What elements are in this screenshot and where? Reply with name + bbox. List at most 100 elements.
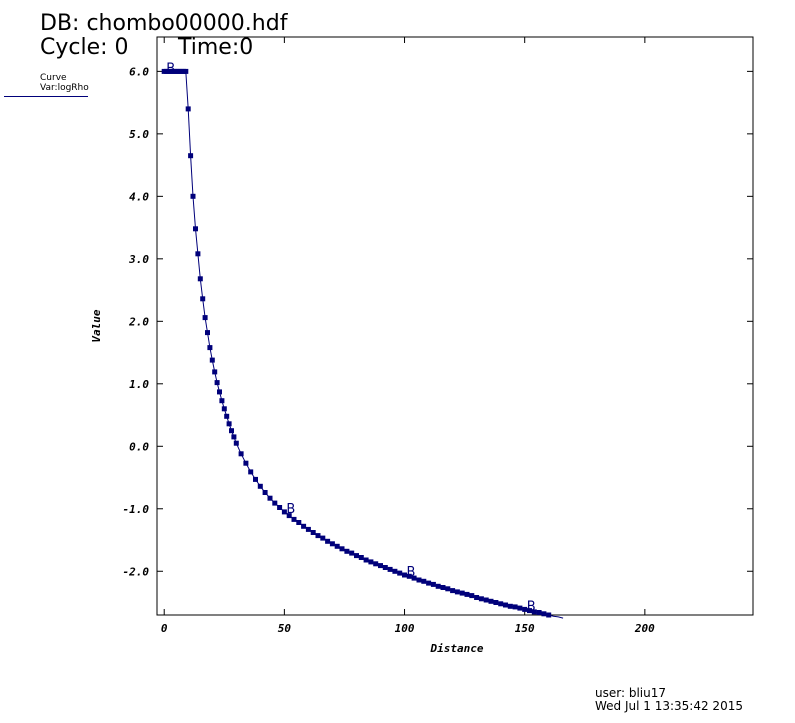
data-point [231,434,237,440]
data-point [469,593,475,599]
data-point [257,483,263,489]
data-point [202,315,208,321]
axes: 0 50 100 150 200 -2.0 -1.0 0.0 1.0 2.0 3.0 4.0 5.0 6.… [123,37,753,635]
data-point [373,561,379,567]
data-point [217,389,222,395]
data-point [320,535,326,541]
data-point [483,597,489,603]
series-layer: B B B B [161,61,564,619]
data-point [546,612,552,618]
x-axis-title: Distance [430,642,484,655]
cycle-label: Cycle: [40,35,108,60]
data-point [221,406,227,412]
data-point [188,153,194,159]
curve-marker-label: B [527,599,536,614]
data-point [277,505,283,510]
data-point [195,251,201,257]
y-tick-label: 1.0 [129,378,149,391]
data-point [445,586,451,592]
data-point [190,193,196,199]
x-tick-label: 50 [278,622,292,635]
data-point [363,557,369,563]
data-point [474,595,480,600]
data-point [517,605,523,611]
x-tick-label: 0 [161,622,168,635]
data-point [339,546,345,552]
data-point [426,580,432,586]
data-point [305,526,311,532]
timestamp: Wed Jul 1 13:35:42 2015 [595,699,743,713]
cycle-readout: Cycle: 0 [40,36,129,60]
data-point [344,548,350,554]
data-point [541,611,547,617]
data-point [296,520,302,525]
data-point [531,609,537,615]
y-tick-label: 4.0 [129,190,149,203]
data-point [440,585,446,590]
data-point [435,583,441,589]
data-point [329,541,335,547]
data-point [498,601,504,607]
db-label: DB: [40,11,80,36]
data-point [450,588,456,594]
data-point [214,380,220,386]
user-name: bliu17 [628,686,667,700]
x-tick-label: 200 [634,622,655,635]
data-point [402,572,407,578]
data-point [507,603,513,609]
cycle-value: 0 [114,35,129,60]
data-point [421,578,427,584]
y-axis-title: Value [90,309,103,342]
y-tick-label: -1.0 [123,503,150,516]
data-point [378,563,383,569]
curve-marker-label: B [166,61,175,76]
data-point [464,591,470,597]
y-tick-label: 0.0 [129,440,149,453]
data-point [349,550,355,556]
data-point [512,604,518,610]
db-name: chombo00000.hdf [86,11,288,36]
data-point [387,566,393,572]
data-point [430,581,436,587]
time-label: Time: [178,35,240,60]
data-point [503,602,508,608]
data-point [454,589,460,595]
data-point [488,598,494,604]
data-point [205,330,210,336]
data-point [200,296,206,302]
data-point [233,440,239,446]
data-point [219,398,225,404]
data-point [281,509,287,515]
data-point [253,476,258,482]
data-point [522,606,528,612]
data-point [315,533,321,539]
data-point [229,428,234,434]
data-point [392,568,398,574]
data-point [291,516,297,522]
data-point [207,345,213,351]
data-point [267,495,273,501]
data-point [406,573,412,579]
legend-title: Curve [40,73,67,83]
y-tick-label: 5.0 [129,128,149,141]
data-point [185,106,191,112]
database-title: DB: chombo00000.hdf [40,12,287,36]
data-point [478,596,484,602]
data-point [193,226,198,232]
data-point [411,575,417,581]
data-point [301,523,307,529]
data-point [527,608,532,614]
x-tick-label: 100 [395,622,415,635]
user-label: user: [595,686,626,700]
y-tick-label: 6.0 [129,65,149,78]
y-tick-label: -2.0 [123,565,150,578]
series-line [164,70,564,619]
y-tick-label: 3.0 [128,253,149,266]
data-point [183,68,189,74]
plot-frame [156,36,754,616]
data-point [325,538,331,544]
data-point [493,600,499,605]
data-point [262,490,268,495]
data-point [224,413,230,419]
